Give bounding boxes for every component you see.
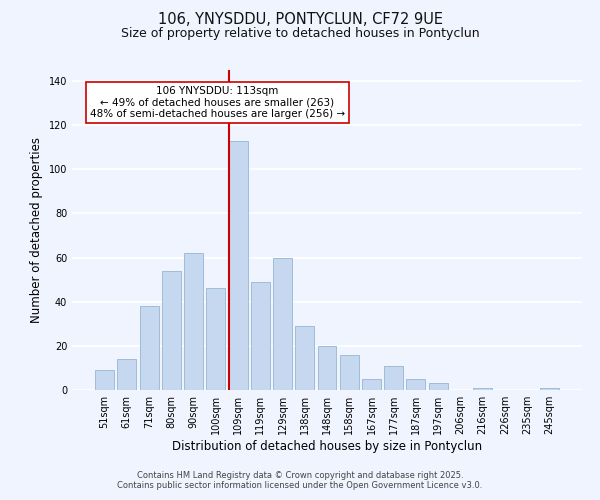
Text: 106 YNYSDDU: 113sqm
← 49% of detached houses are smaller (263)
48% of semi-detac: 106 YNYSDDU: 113sqm ← 49% of detached ho…: [90, 86, 345, 119]
Bar: [540, 388, 559, 390]
X-axis label: Distribution of detached houses by size in Pontyclun: Distribution of detached houses by size …: [172, 440, 482, 453]
Text: 106, YNYSDDU, PONTYCLUN, CF72 9UE: 106, YNYSDDU, PONTYCLUN, CF72 9UE: [157, 12, 443, 28]
Bar: [140, 306, 158, 390]
Bar: [206, 288, 225, 390]
Bar: [384, 366, 403, 390]
Bar: [317, 346, 337, 390]
Bar: [340, 354, 359, 390]
Bar: [95, 370, 114, 390]
Bar: [362, 379, 381, 390]
Bar: [162, 271, 181, 390]
Bar: [406, 379, 425, 390]
Bar: [473, 388, 492, 390]
Bar: [118, 359, 136, 390]
Bar: [429, 384, 448, 390]
Bar: [229, 140, 248, 390]
Text: Contains public sector information licensed under the Open Government Licence v3: Contains public sector information licen…: [118, 482, 482, 490]
Y-axis label: Number of detached properties: Number of detached properties: [30, 137, 43, 323]
Text: Contains HM Land Registry data © Crown copyright and database right 2025.: Contains HM Land Registry data © Crown c…: [137, 472, 463, 480]
Bar: [273, 258, 292, 390]
Bar: [295, 326, 314, 390]
Text: Size of property relative to detached houses in Pontyclun: Size of property relative to detached ho…: [121, 28, 479, 40]
Bar: [184, 253, 203, 390]
Bar: [251, 282, 270, 390]
